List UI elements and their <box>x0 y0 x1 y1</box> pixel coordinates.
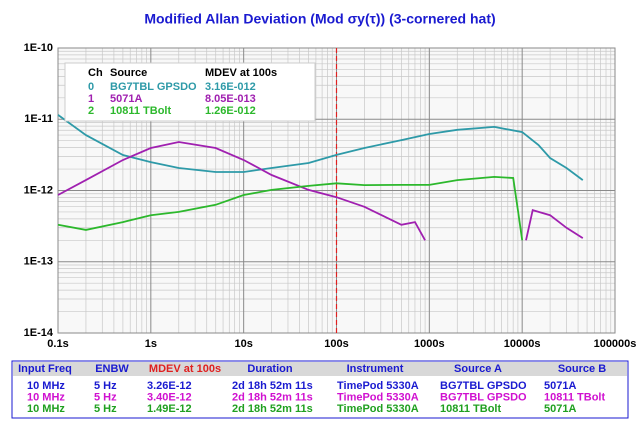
x-tick-label: 1s <box>145 338 157 350</box>
y-tick-label: 1E-11 <box>24 113 53 125</box>
table-cell: TimePod 5330A <box>337 391 419 403</box>
table-cell: 10 MHz <box>27 380 65 392</box>
table-cell: 3.26E-12 <box>147 380 192 392</box>
table-cell: 2d 18h 52m 11s <box>232 380 313 392</box>
table-cell: 5071A <box>544 380 576 392</box>
table-header: Source B <box>558 363 606 375</box>
y-tick-label: 1E-10 <box>24 42 53 54</box>
table-cell: 10 MHz <box>27 391 65 403</box>
table-header: Duration <box>247 363 293 375</box>
table-cell: 2d 18h 52m 11s <box>232 391 313 403</box>
table-header-bg <box>13 362 627 376</box>
y-tick-label: 1E-12 <box>24 184 53 196</box>
series-line <box>57 114 584 181</box>
x-tick-label: 0.1s <box>47 338 68 350</box>
x-tick-label: 10000s <box>504 338 541 350</box>
table-cell: BG7TBL GPSDO <box>440 391 527 403</box>
legend-entry: BG7TBL GPSDO <box>110 81 197 93</box>
table-header: ENBW <box>95 363 129 375</box>
x-tick-label: 100s <box>324 338 348 350</box>
table-header: MDEV at 100s <box>149 363 221 375</box>
legend-box <box>64 62 316 122</box>
table-header: Input Freq <box>18 363 72 375</box>
table-cell: 5 Hz <box>94 380 117 392</box>
legend-entry: 3.16E-012 <box>205 81 256 93</box>
legend-header: Ch <box>88 67 103 79</box>
x-tick-label: 1000s <box>414 338 445 350</box>
y-tick-label: 1E-14 <box>24 327 54 339</box>
legend-entry: 2 <box>88 105 94 117</box>
table-cell: 3.40E-12 <box>147 391 192 403</box>
table-cell: 10811 TBolt <box>440 403 501 415</box>
legend-entry: 1.26E-012 <box>205 105 256 117</box>
table-cell: TimePod 5330A <box>337 403 419 415</box>
table-cell: 1.49E-12 <box>147 403 192 415</box>
legend-header: Source <box>110 67 147 79</box>
legend-entry: 8.05E-013 <box>205 93 256 105</box>
table-cell: 5 Hz <box>94 403 117 415</box>
x-tick-label: 10s <box>234 338 252 350</box>
table-cell: 10 MHz <box>27 403 65 415</box>
series-line <box>57 175 524 241</box>
series-line <box>57 141 584 241</box>
legend-entry: 1 <box>88 93 94 105</box>
table-cell: 5 Hz <box>94 391 117 403</box>
legend-entry: 10811 TBolt <box>110 105 171 117</box>
y-tick-label: 1E-13 <box>24 256 53 268</box>
legend-header: MDEV at 100s <box>205 67 277 79</box>
legend-entry: 0 <box>88 81 94 93</box>
table-cell: TimePod 5330A <box>337 380 419 392</box>
table-cell: 2d 18h 52m 11s <box>232 403 313 415</box>
table-cell: BG7TBL GPSDO <box>440 380 527 392</box>
table-header: Instrument <box>347 363 404 375</box>
x-tick-label: 100000s <box>594 338 637 350</box>
table-header: Source A <box>454 363 502 375</box>
chart-title: Modified Allan Deviation (Mod σy(τ)) (3-… <box>144 11 495 27</box>
legend-entry: 5071A <box>110 93 142 105</box>
table-cell: 5071A <box>544 403 576 415</box>
table-cell: 10811 TBolt <box>544 391 605 403</box>
